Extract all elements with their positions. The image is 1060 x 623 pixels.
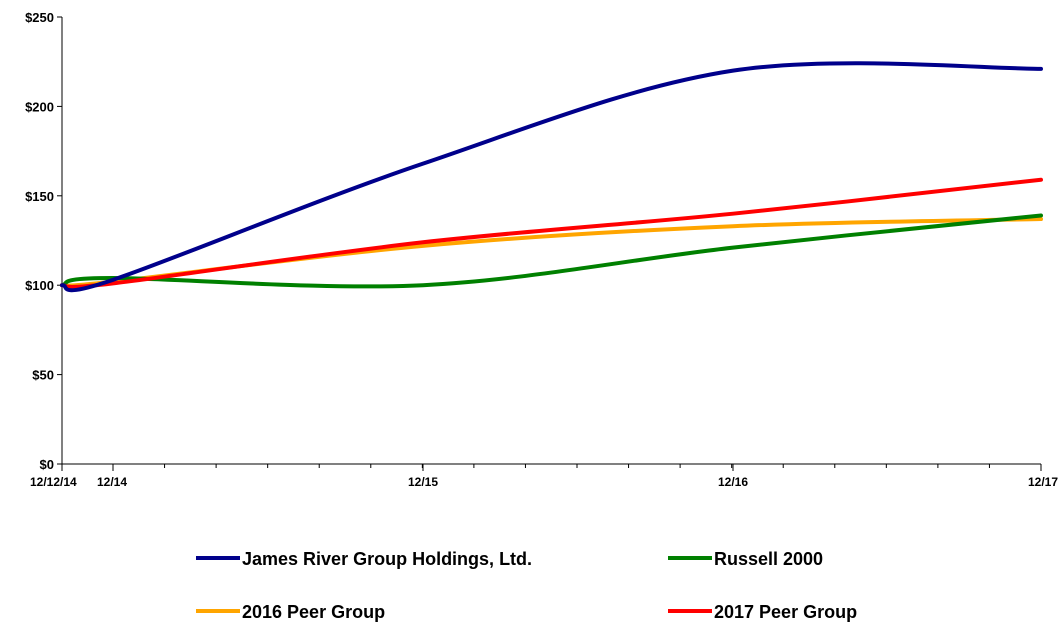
legend-label-2016-peer-group: 2016 Peer Group	[242, 602, 385, 622]
y-tick-label: $0	[40, 457, 54, 472]
y-tick-label: $250	[25, 10, 54, 25]
chart-legend: James River Group Holdings, Ltd. Russell …	[196, 549, 857, 622]
x-tick-label: 12/12/14	[30, 475, 77, 489]
x-tick-label: 12/14	[97, 475, 127, 489]
legend-label-2017-peer-group: 2017 Peer Group	[714, 602, 857, 622]
y-tick-label: $100	[25, 278, 54, 293]
legend-label-james-river-group-holdings-ltd: James River Group Holdings, Ltd.	[242, 549, 532, 569]
x-tick-label: 12/16	[718, 475, 748, 489]
y-tick-label: $200	[25, 99, 54, 114]
legend-label-russell-2000: Russell 2000	[714, 549, 823, 569]
series-line-james-river-group-holdings-ltd	[60, 61, 1043, 293]
series-line-2017-peer-group	[60, 177, 1043, 290]
y-tick-label: $150	[25, 189, 54, 204]
y-tick-label: $50	[32, 368, 54, 383]
chart-series	[60, 61, 1043, 293]
chart-axes: $0 $50 $100 $150 $200 $250 12/12/14 12/14 12/15 1…	[25, 10, 1058, 489]
x-tick-label: 12/17	[1028, 475, 1058, 489]
x-tick-label: 12/15	[408, 475, 438, 489]
series-line-russell-2000	[60, 213, 1043, 289]
